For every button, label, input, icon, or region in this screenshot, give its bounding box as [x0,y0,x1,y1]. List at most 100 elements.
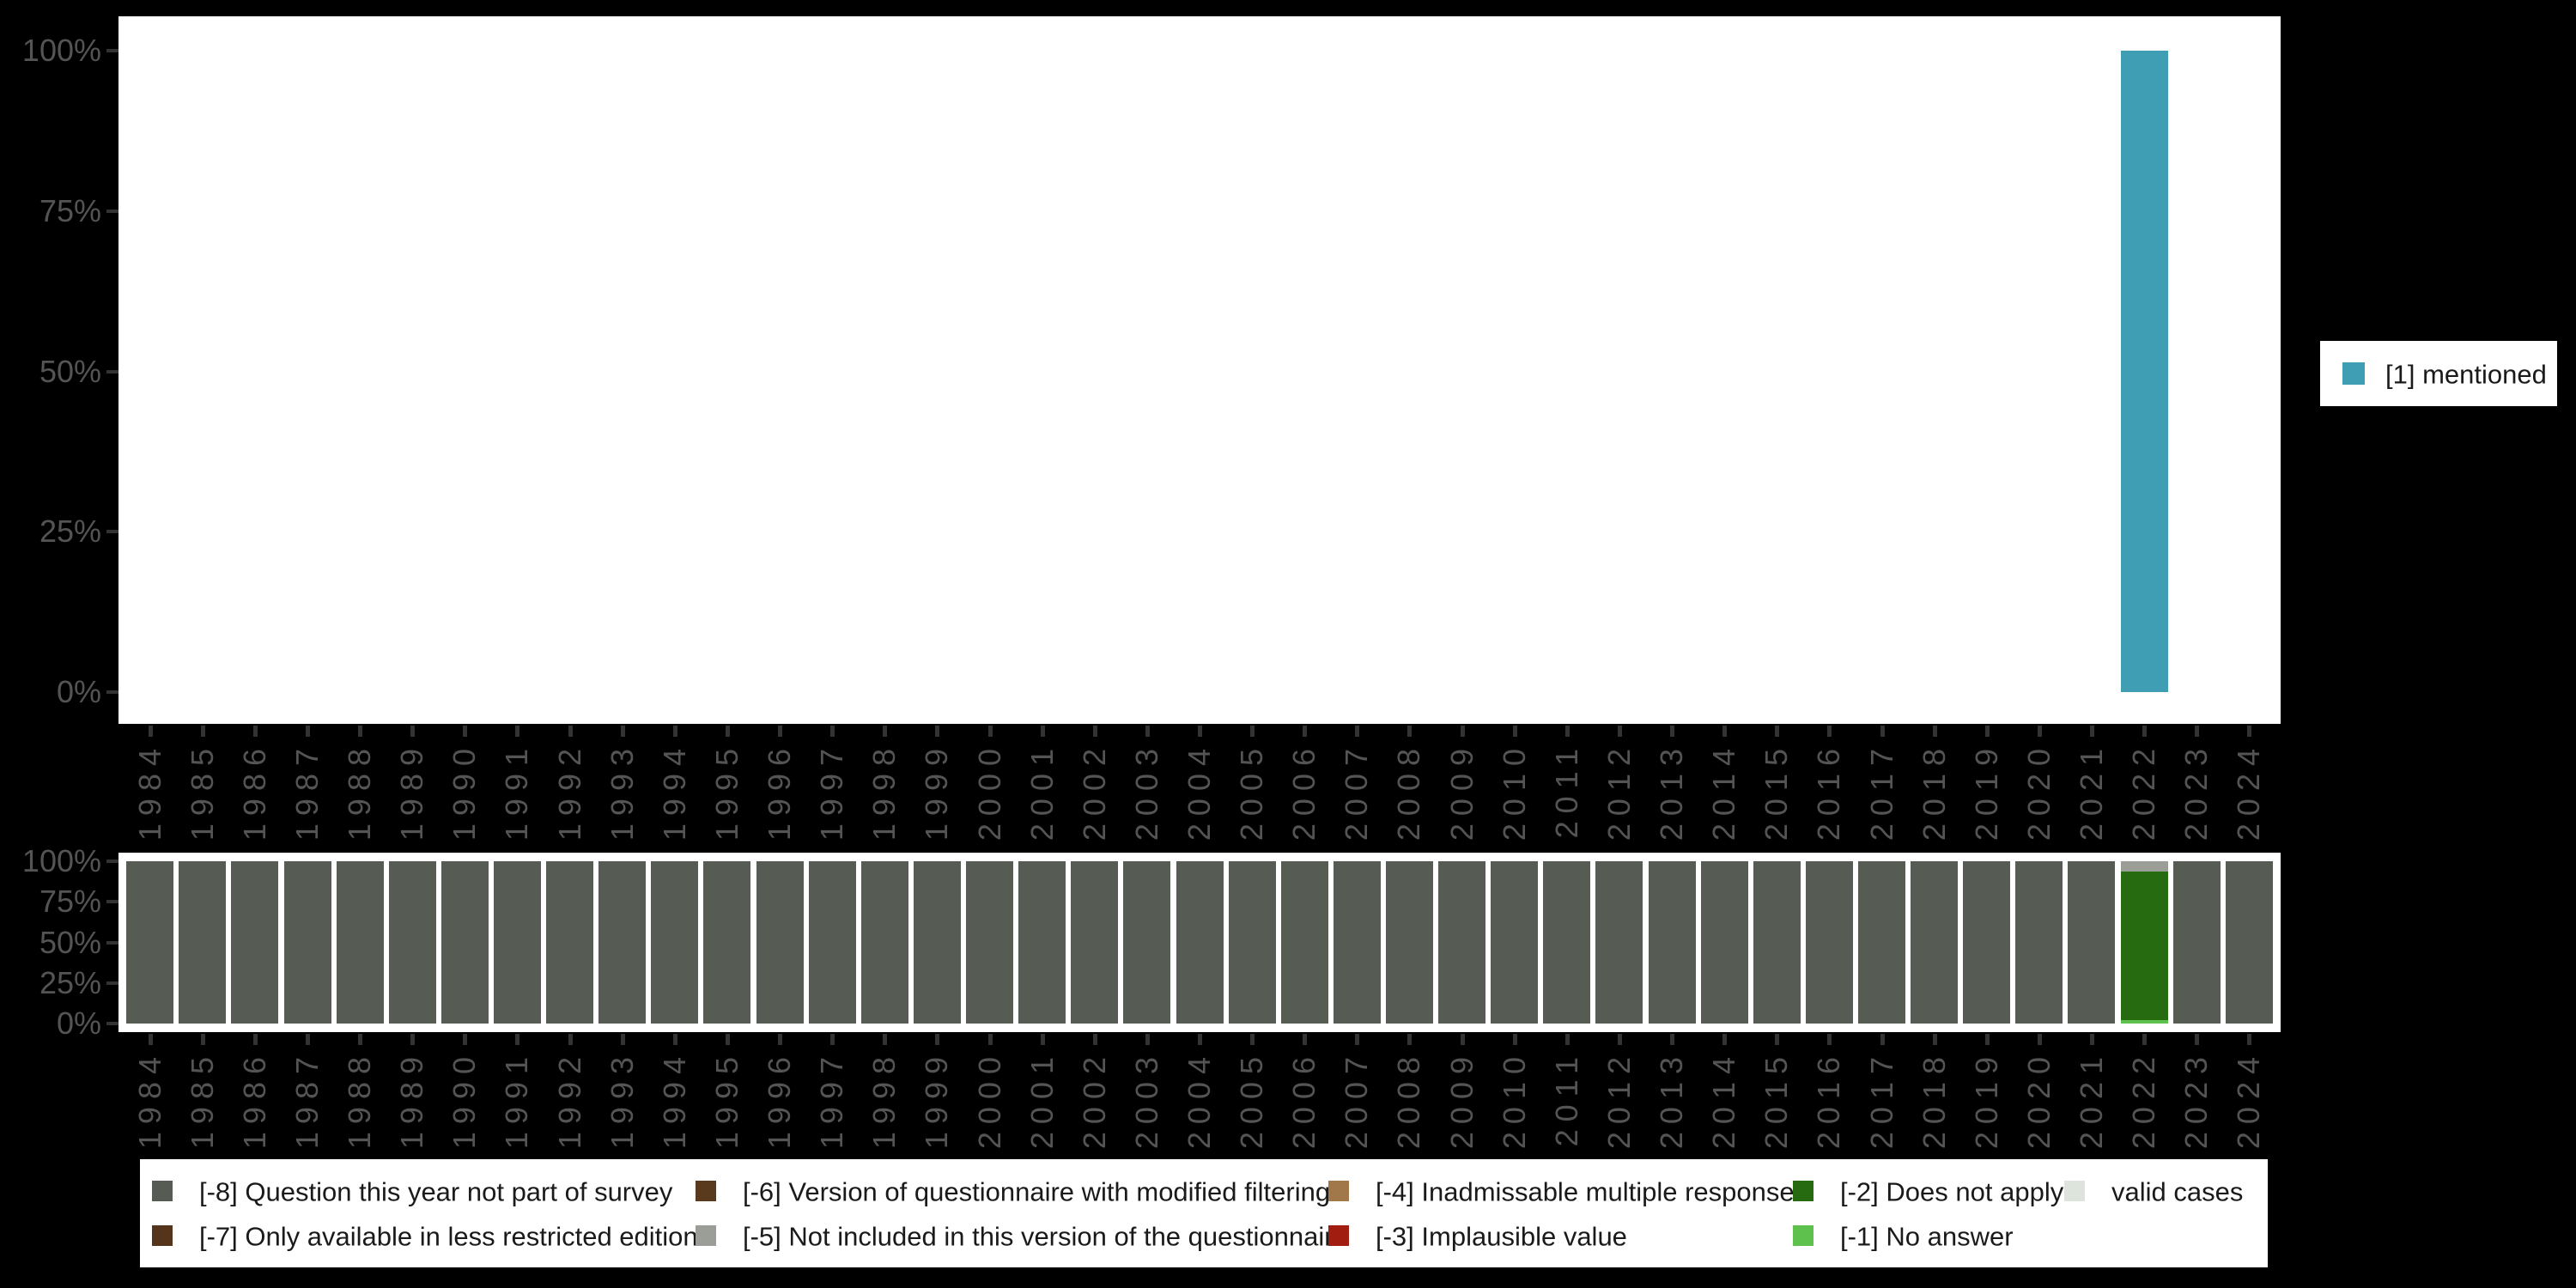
x-axis-label-2023: 2023 [2178,741,2215,841]
x-tick-2016 [1827,1034,1832,1045]
x-axis-label-1984: 1984 [131,1049,167,1150]
x-tick-1990 [463,1034,468,1045]
x-tick-2004 [1198,726,1202,737]
x-axis-label-2014: 2014 [1706,741,1742,841]
x-tick-2011 [1564,726,1570,737]
x-axis-label-1995: 1995 [708,741,744,841]
y-axis-label-0%: 0% [56,674,101,709]
x-axis-label-1997: 1997 [814,1049,850,1150]
bar-1997-[-8] Question this year not part of survey [808,861,856,1024]
valid-values-legend: [1] mentioned [2320,341,2557,406]
x-tick-2007 [1355,1034,1360,1045]
bar-2023-[-8] Question this year not part of survey [2172,861,2221,1024]
x-tick-2020 [2037,1034,2042,1045]
bar-2024-[-8] Question this year not part of survey [2225,861,2273,1024]
x-axis-label-2004: 2004 [1182,1049,1217,1150]
x-tick-2022 [2142,1034,2148,1045]
legend-color-swatch-valid [2064,1181,2085,1201]
y-tick-0% [106,690,118,694]
x-axis-label-2011: 2011 [1548,741,1584,839]
x-tick-2024 [2247,1034,2252,1045]
x-axis-label-2002: 2002 [1076,1049,1112,1150]
x-axis-label-1999: 1999 [919,741,955,841]
x-tick-1999 [935,726,940,737]
x-tick-2002 [1092,1034,1097,1045]
x-axis-label-2019: 2019 [1968,1049,2004,1150]
bar-2006-[-8] Question this year not part of survey [1280,861,1328,1024]
x-axis-label-2009: 2009 [1443,1049,1479,1150]
legend-label-m5: [-5] Not included in this version of the… [743,1221,1348,1252]
x-tick-2015 [1775,726,1780,737]
legend-color-swatch-m3 [1328,1225,1349,1246]
bar-2011-[-8] Question this year not part of survey [1543,861,1591,1024]
y-axis-label-100%: 100% [21,843,101,878]
x-axis-label-1999: 1999 [919,1049,955,1150]
x-tick-2023 [2195,726,2200,737]
x-tick-2005 [1250,726,1255,737]
x-tick-2018 [1932,726,1937,737]
x-axis-label-2005: 2005 [1234,741,1270,841]
bar-2001-[-8] Question this year not part of survey [1018,861,1066,1024]
bar-1989-[-8] Question this year not part of survey [388,861,436,1024]
x-tick-1985 [200,726,205,737]
x-tick-1998 [883,726,888,737]
x-tick-2005 [1250,1034,1255,1045]
y-axis-label-75%: 75% [39,192,101,228]
legend-color-swatch-m6 [696,1181,716,1201]
bar-1990-[-8] Question this year not part of survey [440,861,489,1024]
x-axis-label-2006: 2006 [1286,1049,1322,1150]
x-axis-label-2015: 2015 [1759,1049,1795,1150]
bar-1995-[-8] Question this year not part of survey [703,861,751,1024]
bar-2021-[-8] Question this year not part of survey [2068,861,2116,1024]
x-axis-label-2020: 2020 [2020,741,2057,841]
x-tick-1996 [778,1034,783,1045]
x-tick-2015 [1775,1034,1780,1045]
legend-color-swatch-m8 [152,1181,173,1201]
x-tick-2010 [1512,726,1517,737]
bar-1996-[-8] Question this year not part of survey [756,861,804,1024]
x-axis-label-1995: 1995 [708,1049,744,1150]
x-tick-1993 [620,726,625,737]
x-tick-1995 [725,726,730,737]
x-axis-label-1987: 1987 [289,1049,325,1150]
bar-1993-[-8] Question this year not part of survey [598,861,647,1024]
x-axis-label-2004: 2004 [1182,741,1217,841]
x-tick-2003 [1145,726,1150,737]
missing-values-legend: [-8] Question this year not part of surv… [140,1159,2268,1267]
x-axis-label-2000: 2000 [971,741,1007,841]
x-axis-label-1996: 1996 [762,1049,798,1150]
x-tick-1988 [358,1034,363,1045]
x-axis-label-2006: 2006 [1286,741,1322,841]
x-tick-2001 [1040,726,1045,737]
legend-label-valid: valid cases [2111,1176,2244,1207]
bar-1985-[-8] Question this year not part of survey [179,861,227,1024]
bar-1991-[-8] Question this year not part of survey [493,861,541,1024]
x-tick-1992 [568,1034,573,1045]
x-axis-label-1986: 1986 [236,1049,272,1150]
bar-1992-[-8] Question this year not part of survey [546,861,594,1024]
y-tick-75% [106,209,118,213]
x-tick-1986 [252,726,258,737]
x-axis-label-2018: 2018 [1916,741,1952,841]
x-axis-label-2003: 2003 [1128,1049,1164,1150]
x-axis-label-2008: 2008 [1391,1049,1427,1150]
x-tick-1984 [148,1034,153,1045]
x-axis-label-1992: 1992 [551,1049,587,1150]
x-axis-label-2000: 2000 [971,1049,1007,1150]
x-tick-1986 [252,1034,258,1045]
bar-1994-[-8] Question this year not part of survey [651,861,699,1024]
x-tick-2008 [1407,726,1413,737]
x-axis-label-2016: 2016 [1811,741,1847,841]
bar-2007-[-8] Question this year not part of survey [1333,861,1381,1024]
x-axis-label-2013: 2013 [1654,741,1690,841]
y-axis-label-50%: 50% [39,353,101,389]
bar-2000-[-8] Question this year not part of survey [966,861,1014,1024]
x-tick-2012 [1617,1034,1622,1045]
bar-2017-[-8] Question this year not part of survey [1858,861,1905,1024]
bar-2009-[-8] Question this year not part of survey [1438,861,1486,1024]
x-tick-2009 [1460,726,1465,737]
legend-label-mentioned: [1] mentioned [2385,359,2547,390]
x-axis-label-1991: 1991 [499,741,535,841]
x-tick-1990 [463,726,468,737]
y-tick-50% [106,940,118,945]
